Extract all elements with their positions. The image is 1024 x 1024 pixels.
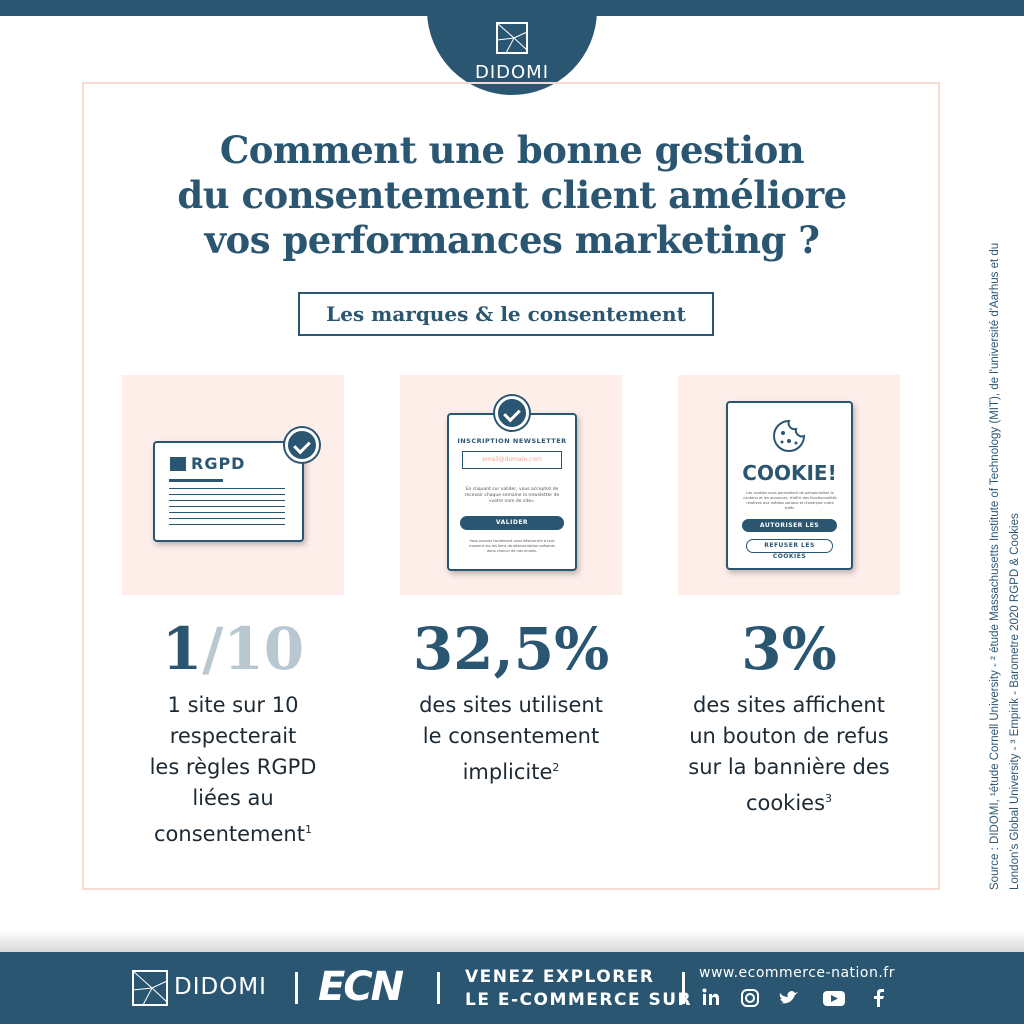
description: des sites utilisent le consentement impl…	[381, 690, 641, 788]
description: des sites affichent un bouton de refus s…	[659, 690, 919, 819]
stat: 32,5%	[412, 615, 610, 683]
note: 1	[304, 823, 312, 836]
stat-part: /10	[202, 615, 305, 683]
footer-logo-icon	[132, 970, 168, 1006]
frame	[82, 82, 940, 890]
footer-brand: ECN	[318, 964, 404, 1010]
source-line: Source : DIDOMI, ¹étude Cornell Universi…	[989, 242, 1001, 890]
tagline: VENEZ EXPLORER LE E-COMMERCE SUR	[465, 966, 692, 1012]
newsletter-heading: INSCRIPTION NEWSLETTER	[457, 437, 567, 445]
line: les règles RGPD	[149, 755, 317, 779]
footer-logo: DIDOMI	[174, 974, 267, 1000]
title-line: du consentement client améliore	[177, 173, 847, 217]
tagline-line: VENEZ EXPLORER	[465, 967, 655, 987]
divider	[437, 972, 440, 1004]
cookie-text: Les cookies nous permettent de personnal…	[743, 491, 837, 510]
logo-icon	[496, 22, 528, 54]
email-field: email@domain.com	[462, 451, 562, 469]
line: respecterait	[169, 724, 297, 748]
accept-button: AUTORISER LES COOKIES	[742, 519, 837, 542]
cookie-icon	[773, 419, 806, 452]
validate-button: VALIDER	[460, 516, 564, 530]
note: 2	[552, 761, 560, 774]
line: 1 site sur 10	[167, 693, 299, 717]
cookie-window: COOKIE! Les cookies nous permettent de p…	[726, 401, 853, 570]
rgpd-window: RGPD	[153, 441, 304, 542]
rule	[169, 479, 223, 482]
note: 3	[825, 792, 833, 805]
divider	[682, 972, 685, 1004]
line: des sites utilisent	[419, 693, 603, 717]
line: liées au	[192, 786, 274, 810]
stat: 1/10	[103, 615, 363, 683]
description: 1 site sur 10 respecterait les règles RG…	[103, 690, 363, 850]
social-icons	[702, 988, 884, 1007]
newsletter-text: En cliquant sur valider, vous acceptez d…	[464, 487, 560, 504]
line: consentement	[154, 822, 305, 846]
subtitle: Les marques & le consentement	[298, 292, 714, 336]
source-line: London's Global University - ³ Empirik -…	[1009, 513, 1021, 890]
line: sur la bannière des	[688, 755, 890, 779]
footer: DIDOMI ECN VENEZ EXPLORER LE E-COMMERCE …	[0, 952, 1024, 1024]
flag	[170, 457, 186, 471]
footer-shadow	[0, 930, 1024, 952]
title-line: vos performances marketing ?	[204, 218, 820, 262]
newsletter-window: INSCRIPTION NEWSLETTER email@domain.com …	[447, 413, 577, 571]
line: des sites affichent	[693, 693, 885, 717]
cookie-heading: COOKIE!	[742, 461, 837, 485]
line: le consentement	[422, 724, 600, 748]
line: implicite	[462, 760, 553, 784]
newsletter-footnote: Vous pouvez facilement vous désinscrire …	[469, 539, 555, 553]
tagline-line: LE E-COMMERCE SUR	[465, 990, 693, 1010]
refuse-button: REFUSER LES COOKIES	[746, 539, 833, 560]
text-lines	[169, 488, 285, 528]
divider	[295, 972, 298, 1004]
stat-part: 1	[161, 615, 203, 683]
rgpd-label: RGPD	[191, 454, 246, 473]
logo-text: DIDOMI	[474, 62, 550, 83]
stat: 3%	[741, 615, 837, 683]
title-line: Comment une bonne gestion	[219, 128, 805, 172]
footer-url: www.ecommerce-nation.fr	[699, 965, 895, 981]
check-icon	[495, 396, 529, 430]
line: un bouton de refus	[689, 724, 889, 748]
check-icon	[285, 428, 319, 462]
line: cookies	[745, 791, 826, 815]
